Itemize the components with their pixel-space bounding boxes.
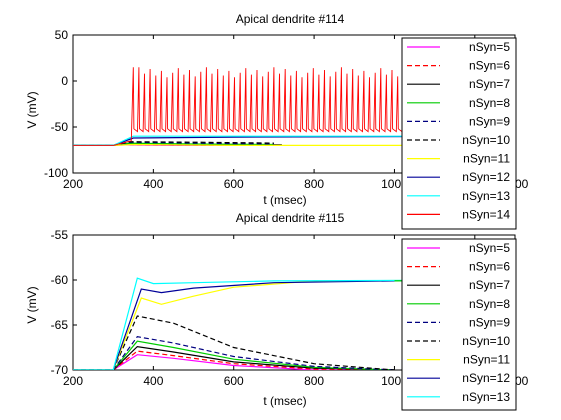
- legend-label: nSyn=5: [469, 241, 510, 255]
- series-line-nsyn-5: [73, 354, 395, 370]
- legend-label: nSyn=8: [469, 297, 510, 311]
- legend-label: nSyn=11: [463, 152, 510, 166]
- y-tick-label: -65: [51, 318, 69, 332]
- x-tick-label: 400: [143, 177, 163, 191]
- y-tick-label: -50: [51, 120, 69, 134]
- x-tick-label: 1000: [381, 374, 408, 388]
- x-tick-label: 1000: [381, 177, 408, 191]
- y-tick-label: 50: [55, 28, 69, 42]
- chart-apical-dendrite-115: Apical dendrite #115 2004006008001000120…: [25, 211, 529, 411]
- series-line-nsyn-10: [73, 315, 395, 370]
- legend-label: nSyn=11: [463, 353, 510, 367]
- legend-label: nSyn=12: [462, 170, 510, 184]
- legend-box: [401, 238, 517, 411]
- y-tick-label: -60: [51, 273, 69, 287]
- series-line-nsyn-13: [73, 277, 515, 370]
- chart-title: Apical dendrite #114: [236, 12, 345, 26]
- y-axis-label: V (mV): [25, 286, 39, 323]
- legend-label: nSyn=14: [462, 207, 510, 221]
- y-axis-label: V (mV): [25, 91, 39, 128]
- legend-label: nSyn=13: [462, 390, 510, 404]
- x-tick-label: 800: [304, 177, 324, 191]
- series-line-nsyn-7: [73, 345, 395, 370]
- x-tick-label: 200: [63, 374, 83, 388]
- x-tick-label: 600: [224, 177, 244, 191]
- series-line-nsyn-6: [73, 350, 395, 370]
- x-axis-label: t (msec): [263, 193, 306, 207]
- legend-label: nSyn=10: [462, 133, 510, 147]
- legend-label: nSyn=8: [469, 96, 510, 110]
- legend-box: [401, 37, 517, 230]
- y-tick-label: -70: [51, 363, 69, 377]
- legend-label: nSyn=5: [469, 40, 510, 54]
- x-tick-label: 400: [143, 374, 163, 388]
- y-tick-label: -55: [51, 228, 69, 242]
- x-tick-label: 600: [224, 374, 244, 388]
- x-tick-label: 800: [304, 374, 324, 388]
- legend: nSyn=5 nSyn=6 nSyn=7 nSyn=8 nSyn=9 nSyn=10 nSy…: [401, 238, 517, 411]
- series-line-nsyn-8: [73, 340, 395, 370]
- legend-label: nSyn=13: [462, 189, 510, 203]
- series-line-nsyn-9: [73, 336, 395, 370]
- legend-label: nSyn=10: [462, 334, 510, 348]
- y-tick-label: -100: [44, 166, 68, 180]
- legend-label: nSyn=6: [469, 59, 510, 73]
- chart-title: Apical dendrite #115: [236, 211, 345, 225]
- x-tick-label: 200: [63, 177, 83, 191]
- legend-label: nSyn=9: [469, 114, 510, 128]
- series-line-nsyn-12: [73, 280, 395, 370]
- legend-label: nSyn=7: [469, 278, 510, 292]
- legend: nSyn=5 nSyn=6 nSyn=7 nSyn=8 nSyn=9 nSyn=10 nSy…: [401, 37, 517, 230]
- chart-apical-dendrite-114: Apical dendrite #114 2004006008001000120…: [25, 12, 529, 230]
- x-axis-label: t (msec): [263, 394, 306, 408]
- legend-label: nSyn=6: [469, 260, 510, 274]
- legend-label: nSyn=12: [462, 371, 510, 385]
- series-group: [73, 67, 515, 146]
- legend-label: nSyn=9: [469, 315, 510, 329]
- y-tick-label: 0: [61, 74, 68, 88]
- legend-label: nSyn=7: [469, 77, 510, 91]
